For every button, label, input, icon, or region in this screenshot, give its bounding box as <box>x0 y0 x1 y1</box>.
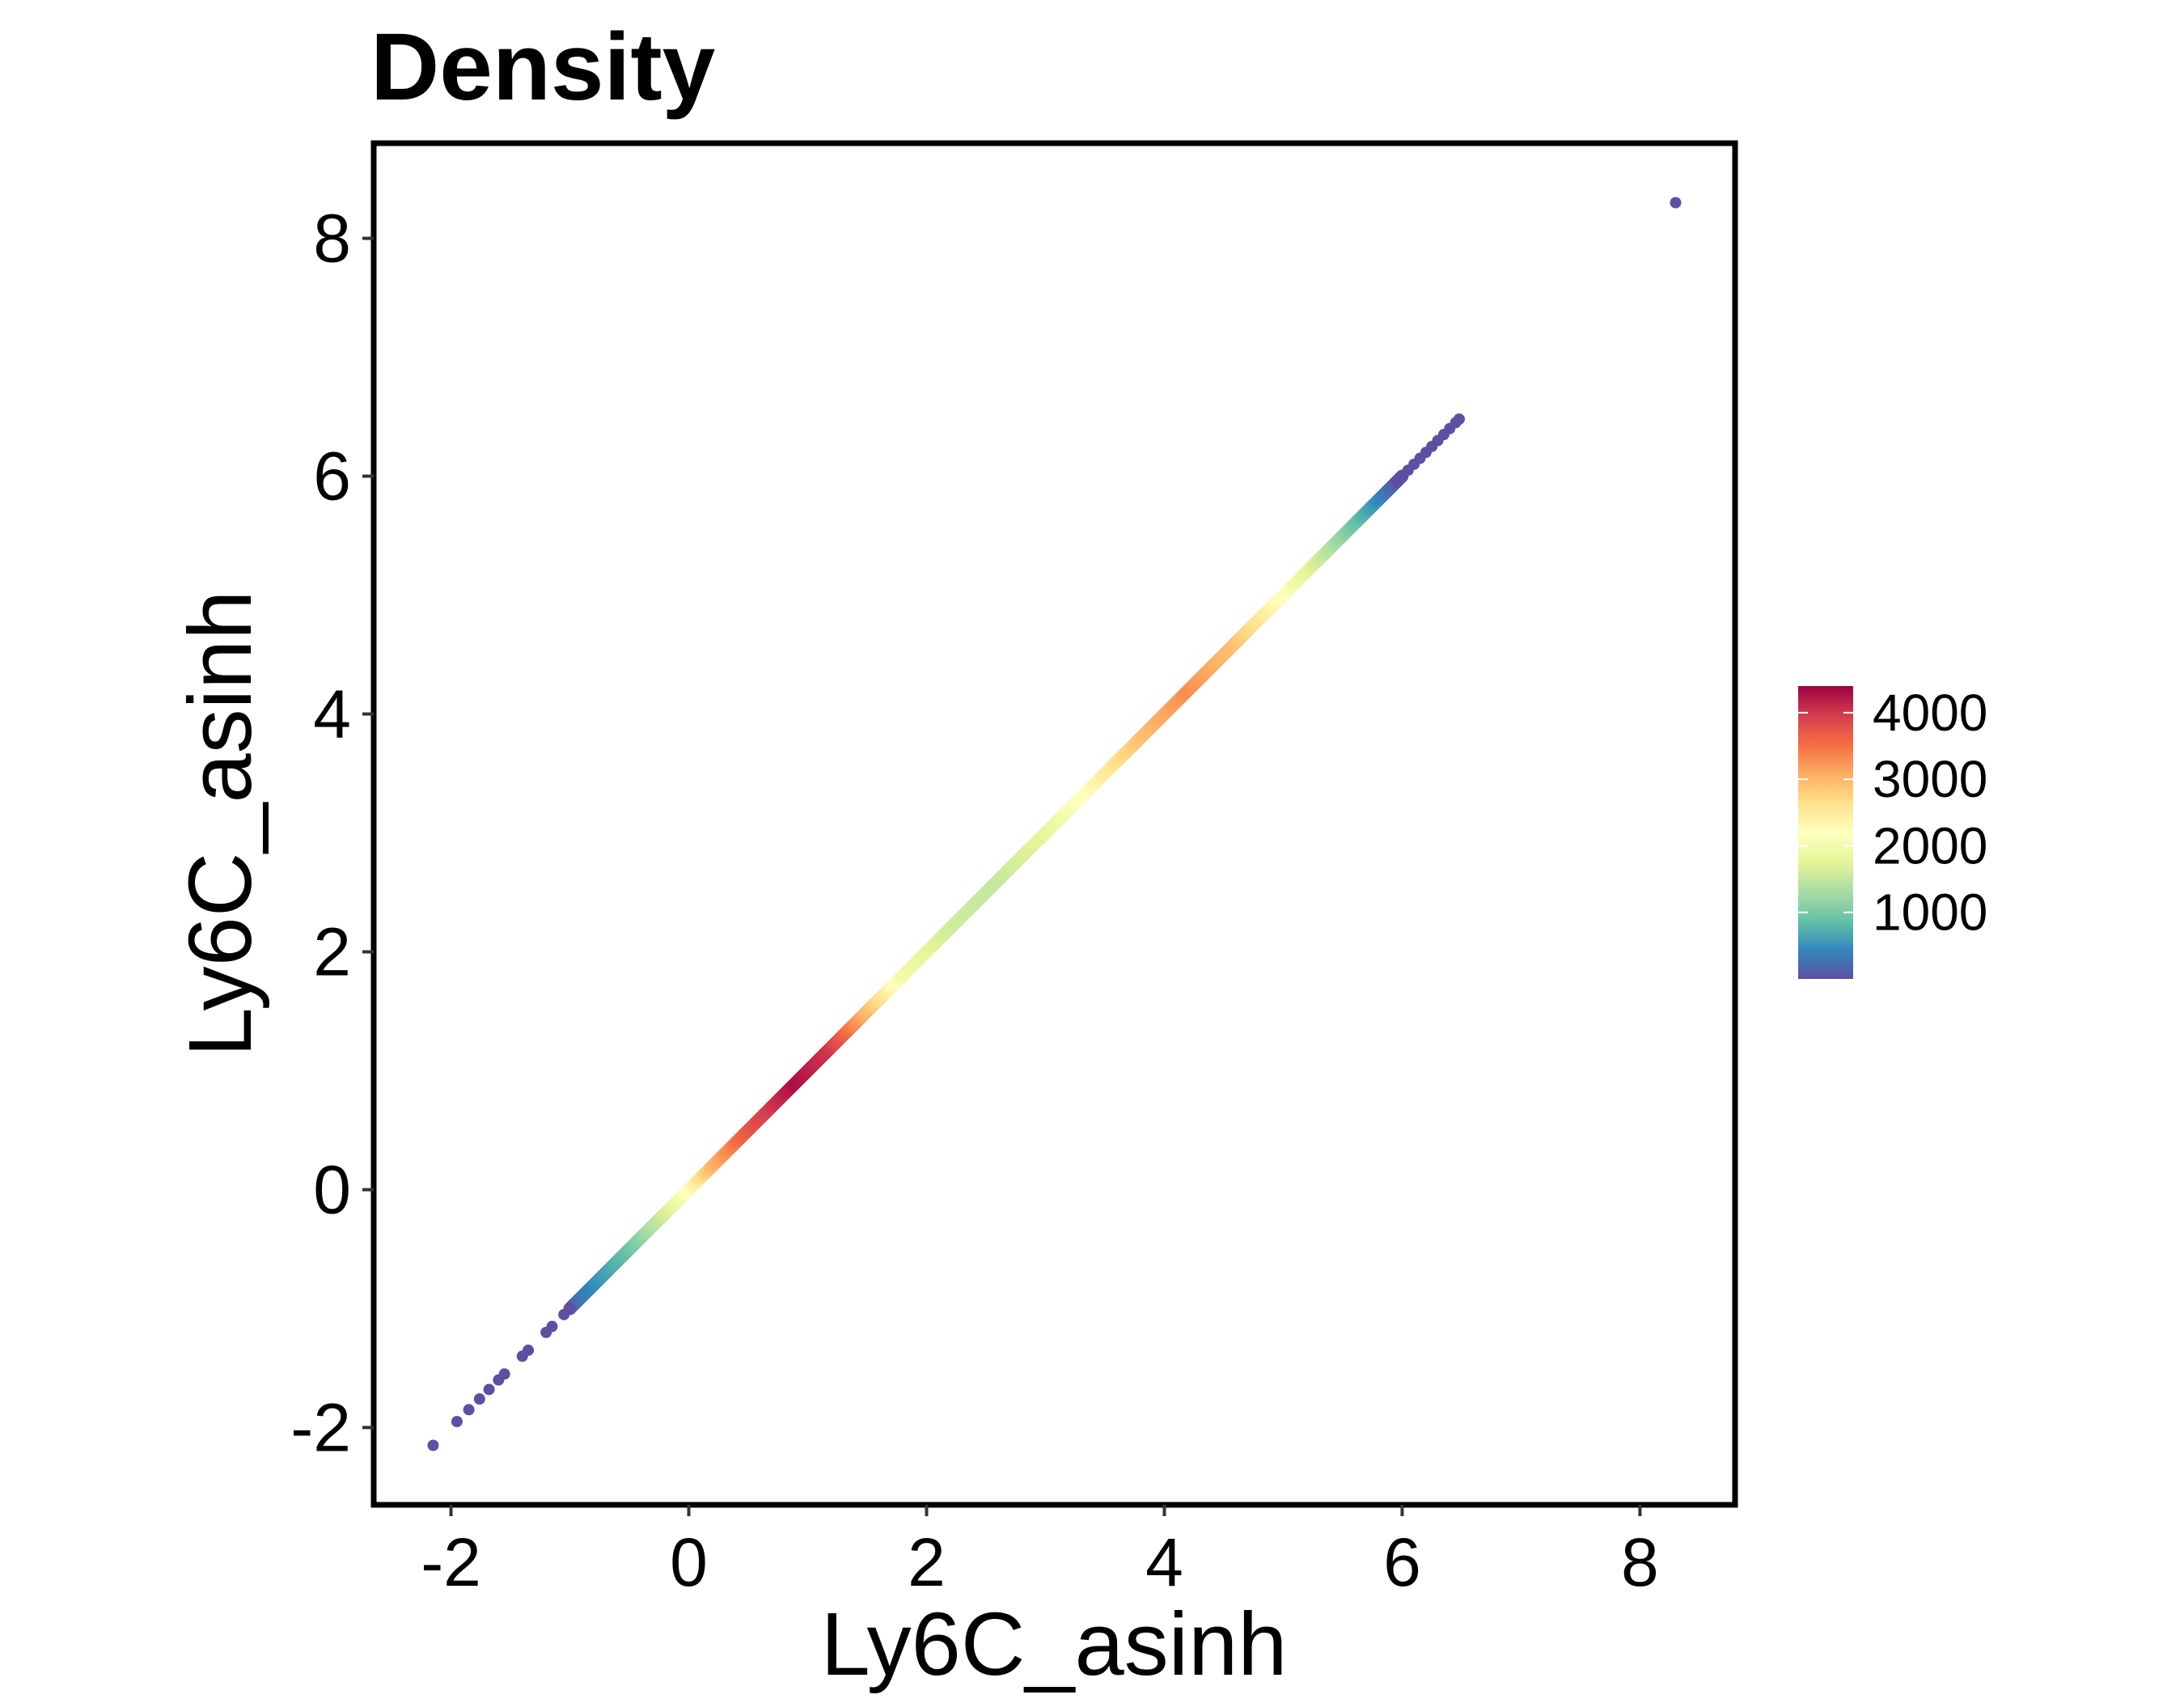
data-point <box>523 1344 535 1356</box>
data-point <box>483 1383 495 1396</box>
colorbar-legend: 1000 2000 3000 4000 <box>1798 684 1987 979</box>
data-point <box>546 1320 558 1333</box>
plot-panel-border <box>370 140 1738 1508</box>
y-axis-title: Ly6C_asinh <box>171 591 270 1057</box>
data-point <box>463 1404 475 1416</box>
colorbar-tick-label: 1000 <box>1873 883 1987 942</box>
y-tick-label: 6 <box>313 439 351 515</box>
x-tick-label: 2 <box>908 1524 946 1600</box>
colorbar-tick-label: 3000 <box>1873 750 1987 808</box>
x-tick-label: 0 <box>670 1524 708 1600</box>
data-points <box>427 197 1682 1451</box>
x-tick-label: 6 <box>1383 1524 1421 1600</box>
x-axis: -2 0 2 4 6 8 <box>421 1505 1659 1600</box>
chart-title: Density <box>370 14 715 121</box>
y-axis: -2 0 2 4 6 8 <box>290 201 374 1465</box>
colorbar-gradient <box>1798 686 1853 979</box>
data-point <box>498 1368 510 1380</box>
y-tick-label: 4 <box>313 676 351 752</box>
colorbar-tick-label: 4000 <box>1873 684 1987 742</box>
data-point <box>451 1416 463 1428</box>
y-tick-label: 0 <box>313 1151 351 1227</box>
data-point <box>564 1303 576 1315</box>
data-point <box>1453 413 1465 426</box>
x-axis-title: Ly6C_asinh <box>821 1595 1288 1694</box>
x-tick-label: 8 <box>1621 1524 1659 1600</box>
x-tick-label: -2 <box>421 1524 481 1600</box>
data-point <box>1670 197 1682 209</box>
data-point <box>427 1439 439 1451</box>
colorbar-tick-label: 2000 <box>1873 816 1987 875</box>
data-point <box>473 1393 485 1405</box>
y-tick-label: 8 <box>313 201 351 277</box>
x-tick-label: 4 <box>1145 1524 1183 1600</box>
y-tick-label: 2 <box>313 914 351 990</box>
y-tick-label: -2 <box>290 1389 351 1465</box>
